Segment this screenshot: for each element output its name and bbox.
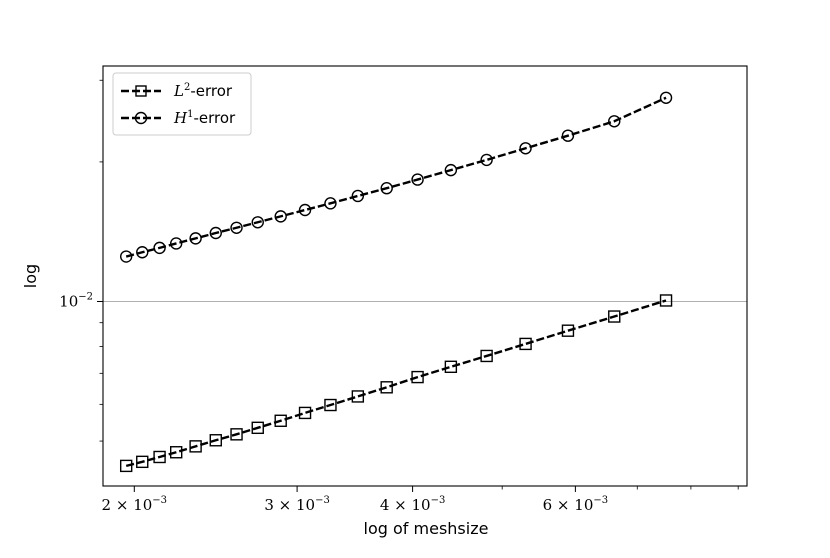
- l2-error-point: [411, 370, 424, 384]
- l2-error-point: [230, 428, 243, 441]
- l2-error-point: [119, 459, 133, 473]
- l2-error-point: [298, 406, 312, 420]
- h1-error-point: [230, 221, 243, 234]
- h1-error-point: [351, 189, 365, 203]
- h1-error-point: [119, 250, 133, 263]
- legend-label-l2-error: L2-error: [173, 82, 233, 100]
- h1-error-point: [519, 142, 532, 155]
- ticks-layer: 2 × 10−3 3 × 10−3 4 × 10−3 6 × 10−3 10−2: [59, 79, 739, 514]
- l2-error-point: [561, 324, 575, 337]
- h1-error-point: [153, 241, 166, 255]
- h1-error-point: [274, 210, 287, 223]
- legend-square-marker: [135, 85, 147, 97]
- legend-h1-sup: 1: [187, 109, 193, 120]
- l2-error-point: [519, 337, 532, 351]
- l2-error-point: [351, 390, 365, 403]
- h1-error-point: [324, 197, 337, 210]
- legend-h1-suffix: -error: [193, 109, 236, 127]
- h1-error-point: [251, 216, 264, 229]
- h1-error-point: [444, 163, 458, 177]
- l2-error-point: [153, 450, 166, 464]
- l2-error-point: [324, 398, 337, 412]
- legend-entry-l2-error: L2-error: [121, 82, 233, 100]
- legend-l2-name: L: [173, 82, 184, 100]
- h1-error-point: [209, 226, 222, 240]
- h1-error-point: [189, 232, 202, 245]
- legend-h1-name: H: [173, 109, 188, 127]
- h1-error-line: [125, 96, 667, 258]
- h1-error-point: [411, 173, 424, 186]
- l2-error-point: [480, 349, 493, 363]
- legend-circle-marker: [134, 111, 148, 125]
- plot-frame: [102, 65, 748, 487]
- l2-error-point: [251, 421, 264, 435]
- legend-l2-sup: 2: [184, 82, 190, 93]
- h1-error-point: [659, 91, 673, 104]
- h1-error-point: [170, 237, 183, 250]
- l2-error-point: [659, 294, 673, 307]
- l2-error-point: [274, 414, 287, 427]
- l2-error-point: [209, 434, 222, 447]
- h1-error-point: [380, 182, 393, 195]
- h1-error-point: [298, 203, 312, 217]
- l2-error-point: [189, 440, 202, 453]
- series-layer: [119, 91, 673, 473]
- h1-error-point: [480, 153, 493, 167]
- h1-error-point: [136, 246, 149, 259]
- x-axis-title: log of meshsize: [364, 519, 489, 538]
- h1-error-point: [561, 129, 575, 142]
- y-axis-title: log: [21, 264, 40, 288]
- l2-error-line: [125, 299, 667, 468]
- x-tick-label: 6 × 10−3: [543, 495, 609, 514]
- l2-error-point: [380, 381, 393, 394]
- legend-entry-h1-error: H1-error: [121, 109, 236, 127]
- legend-l2-suffix: -error: [190, 82, 233, 100]
- x-tick-label: 4 × 10−3: [380, 495, 446, 514]
- legend: L2-error H1-error: [112, 72, 252, 136]
- y-tick-label: 10−2: [59, 291, 93, 310]
- l2-error-point: [608, 310, 621, 323]
- h1-error-point: [608, 115, 621, 128]
- l2-error-point: [444, 360, 458, 373]
- x-tick-label: 2 × 10−3: [102, 495, 168, 514]
- legend-label-h1-error: H1-error: [173, 109, 236, 127]
- l2-error-point: [170, 446, 183, 459]
- l2-error-point: [136, 455, 149, 469]
- x-tick-label: 3 × 10−3: [264, 495, 330, 514]
- legend-box: [112, 72, 252, 136]
